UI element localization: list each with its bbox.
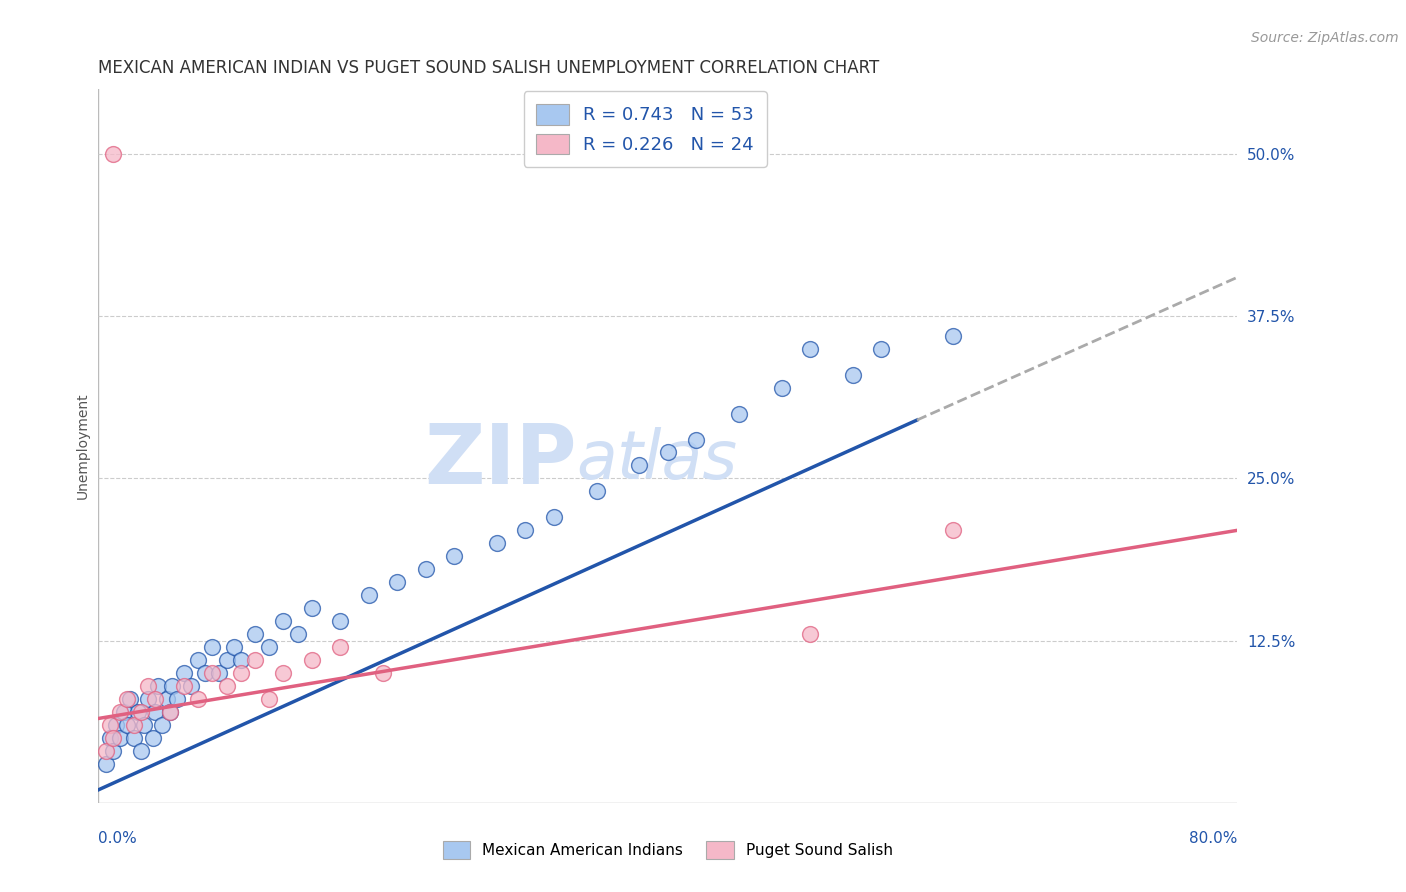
Point: [273, 666, 295, 681]
Text: atlas: atlas: [576, 427, 738, 493]
Point: [145, 692, 167, 706]
Point: [101, 744, 124, 758]
Point: [148, 679, 170, 693]
Point: [129, 744, 152, 758]
Point: [122, 718, 145, 732]
Point: [215, 653, 238, 667]
Point: [112, 705, 135, 719]
Point: [208, 666, 231, 681]
Point: [145, 705, 167, 719]
Point: [486, 536, 509, 550]
Point: [443, 549, 465, 564]
Legend: Mexican American Indians, Puget Sound Salish: Mexican American Indians, Puget Sound Sa…: [434, 834, 901, 866]
Point: [173, 666, 195, 681]
Point: [180, 679, 202, 693]
Point: [122, 731, 145, 745]
Point: [132, 718, 155, 732]
Point: [329, 614, 352, 628]
Point: [543, 510, 565, 524]
Point: [136, 679, 159, 693]
Point: [104, 718, 127, 732]
Point: [259, 640, 281, 654]
Point: [585, 484, 607, 499]
Point: [215, 679, 238, 693]
Point: [159, 705, 181, 719]
Point: [152, 718, 174, 732]
Point: [187, 692, 209, 706]
Point: [415, 562, 437, 576]
Point: [243, 653, 266, 667]
Point: [301, 653, 323, 667]
Text: MEXICAN AMERICAN INDIAN VS PUGET SOUND SALISH UNEMPLOYMENT CORRELATION CHART: MEXICAN AMERICAN INDIAN VS PUGET SOUND S…: [98, 59, 880, 77]
Point: [842, 368, 865, 382]
Point: [94, 756, 117, 771]
Point: [657, 445, 679, 459]
Point: [194, 666, 217, 681]
Point: [136, 692, 159, 706]
Point: [98, 731, 121, 745]
Point: [942, 524, 965, 538]
Point: [515, 524, 537, 538]
Point: [141, 731, 163, 745]
Point: [108, 705, 131, 719]
Point: [222, 640, 245, 654]
Point: [273, 614, 295, 628]
Point: [115, 692, 138, 706]
Point: [173, 679, 195, 693]
Point: [301, 601, 323, 615]
Point: [329, 640, 352, 654]
Point: [287, 627, 309, 641]
Text: 0.0%: 0.0%: [98, 831, 138, 847]
Point: [201, 640, 224, 654]
Text: 80.0%: 80.0%: [1189, 831, 1237, 847]
Point: [799, 627, 821, 641]
Point: [373, 666, 395, 681]
Point: [201, 666, 224, 681]
Point: [129, 705, 152, 719]
Point: [628, 458, 651, 473]
Point: [243, 627, 266, 641]
Point: [799, 342, 821, 356]
Point: [357, 588, 380, 602]
Point: [118, 692, 141, 706]
Point: [159, 705, 181, 719]
Point: [98, 718, 121, 732]
Point: [870, 342, 893, 356]
Text: Source: ZipAtlas.com: Source: ZipAtlas.com: [1251, 31, 1399, 45]
Point: [229, 666, 252, 681]
Point: [166, 692, 188, 706]
Point: [115, 718, 138, 732]
Point: [127, 705, 149, 719]
Point: [728, 407, 751, 421]
Point: [942, 328, 965, 343]
Point: [108, 731, 131, 745]
Point: [94, 744, 117, 758]
Y-axis label: Unemployment: Unemployment: [76, 392, 90, 500]
Point: [101, 731, 124, 745]
Point: [229, 653, 252, 667]
Point: [770, 381, 793, 395]
Point: [387, 575, 409, 590]
Point: [156, 692, 179, 706]
Point: [685, 433, 707, 447]
Point: [162, 679, 184, 693]
Point: [187, 653, 209, 667]
Point: [259, 692, 281, 706]
Point: [101, 147, 124, 161]
Text: ZIP: ZIP: [425, 420, 576, 500]
